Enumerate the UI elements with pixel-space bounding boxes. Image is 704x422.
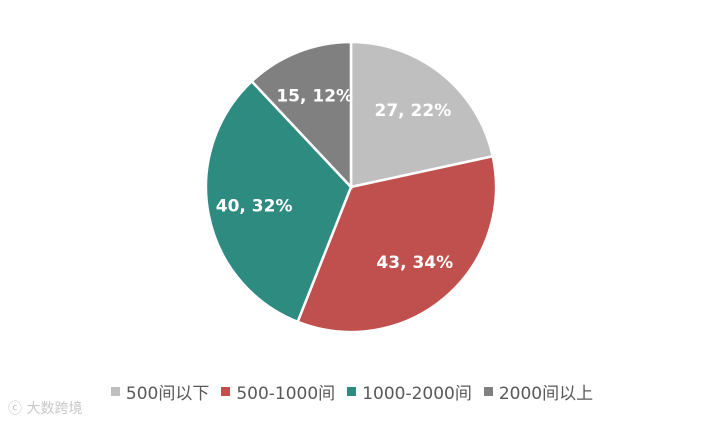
legend-item[interactable]: 2000间以上 — [483, 379, 594, 404]
legend-label: 1000-2000间 — [362, 384, 472, 404]
legend-label: 500间以下 — [125, 384, 210, 404]
watermark: ⓒ 大数跨境 — [8, 398, 82, 418]
pie-slice-1[interactable] — [349, 40, 495, 189]
legend-swatch — [347, 387, 357, 396]
watermark-text: 大数跨境 — [26, 401, 83, 417]
data-label-3: 40, 32% — [216, 196, 293, 216]
legend-swatch — [110, 387, 120, 396]
data-label-2: 43, 34% — [376, 253, 453, 273]
pie-slice-3[interactable] — [204, 79, 353, 324]
data-label-1: 27, 22% — [375, 101, 452, 121]
legend-swatch — [221, 387, 231, 396]
legend-swatch — [483, 387, 493, 396]
legend-item[interactable]: 500间以下 — [110, 379, 210, 404]
legend: 500间以下 500-1000间 1000-2000间 2000间以上 — [0, 379, 704, 404]
data-label-4: 15, 12% — [276, 86, 353, 106]
logo-icon: ⓒ — [8, 401, 22, 417]
legend-label: 500-1000间 — [236, 384, 336, 404]
legend-label: 2000间以上 — [498, 384, 594, 404]
legend-item[interactable]: 1000-2000间 — [347, 379, 472, 404]
legend-item[interactable]: 500-1000间 — [221, 379, 335, 404]
pie-slice-2[interactable] — [295, 154, 498, 334]
pie-slice-4[interactable] — [249, 40, 353, 191]
